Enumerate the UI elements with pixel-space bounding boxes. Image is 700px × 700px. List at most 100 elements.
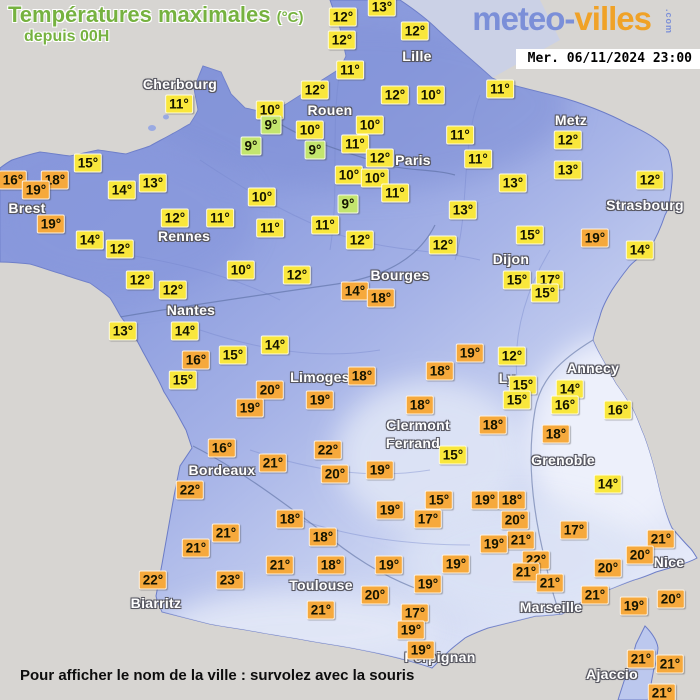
meteo-villes-logo[interactable]: meteo-villes .com: [472, 2, 686, 36]
temp-label[interactable]: 13°: [498, 173, 528, 193]
temp-label[interactable]: 12°: [125, 270, 155, 290]
temp-label[interactable]: 12°: [282, 265, 312, 285]
temp-label[interactable]: 10°: [295, 120, 325, 140]
temp-label[interactable]: 18°: [308, 527, 338, 547]
temp-label[interactable]: 9°: [304, 140, 326, 160]
temp-label[interactable]: 19°: [305, 390, 335, 410]
temp-label[interactable]: 12°: [497, 346, 527, 366]
temp-label[interactable]: 20°: [625, 545, 655, 565]
temp-label[interactable]: 15°: [502, 270, 532, 290]
temp-label[interactable]: 18°: [275, 509, 305, 529]
temp-label[interactable]: 16°: [181, 350, 211, 370]
temp-label[interactable]: 16°: [0, 170, 28, 190]
temp-label[interactable]: 20°: [360, 585, 390, 605]
temp-label[interactable]: 9°: [260, 115, 282, 135]
temp-label[interactable]: 21°: [211, 523, 241, 543]
temp-label[interactable]: 12°: [158, 280, 188, 300]
temp-label[interactable]: 18°: [541, 424, 571, 444]
temp-label[interactable]: 9°: [337, 194, 359, 214]
temp-label[interactable]: 15°: [515, 225, 545, 245]
temp-label[interactable]: 20°: [593, 558, 623, 578]
temp-label[interactable]: 12°: [635, 170, 665, 190]
temp-label[interactable]: 10°: [334, 165, 364, 185]
temp-label[interactable]: 16°: [207, 438, 237, 458]
temp-label[interactable]: 19°: [470, 490, 500, 510]
temp-label[interactable]: 15°: [502, 390, 532, 410]
temp-label[interactable]: 21°: [535, 573, 565, 593]
temp-label[interactable]: 10°: [416, 85, 446, 105]
temp-label[interactable]: 11°: [381, 183, 409, 203]
temp-label[interactable]: 14°: [170, 321, 200, 341]
temp-label[interactable]: 19°: [580, 228, 610, 248]
temp-label[interactable]: 12°: [400, 21, 430, 41]
temp-label[interactable]: 10°: [226, 260, 256, 280]
temp-label[interactable]: 20°: [656, 589, 686, 609]
temp-label[interactable]: 10°: [247, 187, 277, 207]
temp-label[interactable]: 18°: [425, 361, 455, 381]
temp-label[interactable]: 15°: [530, 283, 560, 303]
temp-label[interactable]: 13°: [448, 200, 478, 220]
temp-label[interactable]: 19°: [455, 343, 485, 363]
temp-label[interactable]: 19°: [375, 500, 405, 520]
temp-label[interactable]: 19°: [36, 214, 66, 234]
temp-label[interactable]: 11°: [206, 208, 234, 228]
temp-label[interactable]: 15°: [73, 153, 103, 173]
temp-label[interactable]: 12°: [380, 85, 410, 105]
temp-label[interactable]: 19°: [396, 620, 426, 640]
temp-label[interactable]: 20°: [255, 380, 285, 400]
temp-label[interactable]: 11°: [165, 94, 193, 114]
temp-label[interactable]: 14°: [75, 230, 105, 250]
temp-label[interactable]: 15°: [438, 445, 468, 465]
temp-label[interactable]: 15°: [168, 370, 198, 390]
temp-label[interactable]: 21°: [506, 530, 536, 550]
temp-label[interactable]: 21°: [646, 529, 676, 549]
temp-label[interactable]: 23°: [215, 570, 245, 590]
temp-label[interactable]: 15°: [424, 490, 454, 510]
temp-label[interactable]: 13°: [108, 321, 138, 341]
temp-label[interactable]: 21°: [655, 654, 685, 674]
temp-label[interactable]: 11°: [486, 79, 514, 99]
temp-label[interactable]: 22°: [138, 570, 168, 590]
temp-label[interactable]: 19°: [413, 574, 443, 594]
temp-label[interactable]: 19°: [479, 534, 509, 554]
temp-label[interactable]: 10°: [360, 168, 390, 188]
temp-label[interactable]: 12°: [105, 239, 135, 259]
temp-label[interactable]: 18°: [405, 395, 435, 415]
temp-label[interactable]: 10°: [355, 115, 385, 135]
temp-label[interactable]: 13°: [553, 160, 583, 180]
temp-label[interactable]: 21°: [626, 649, 656, 669]
temp-label[interactable]: 20°: [500, 510, 530, 530]
temp-label[interactable]: 14°: [340, 281, 370, 301]
temp-label[interactable]: 9°: [240, 136, 262, 156]
temp-label[interactable]: 20°: [320, 464, 350, 484]
temp-label[interactable]: 18°: [366, 288, 396, 308]
temp-label[interactable]: 14°: [593, 474, 623, 494]
temp-label[interactable]: 17°: [559, 520, 589, 540]
temp-label[interactable]: 19°: [235, 398, 265, 418]
temp-label[interactable]: 21°: [265, 555, 295, 575]
temp-label[interactable]: 12°: [428, 235, 458, 255]
temp-label[interactable]: 12°: [365, 148, 395, 168]
temp-label[interactable]: 21°: [511, 562, 541, 582]
temp-label[interactable]: 12°: [553, 130, 583, 150]
temp-label[interactable]: 18°: [316, 555, 346, 575]
temp-label[interactable]: 19°: [21, 180, 51, 200]
temp-label[interactable]: 18°: [478, 415, 508, 435]
temp-label[interactable]: 21°: [580, 585, 610, 605]
temp-label[interactable]: 11°: [464, 149, 492, 169]
temp-label[interactable]: 14°: [625, 240, 655, 260]
temp-label[interactable]: 21°: [306, 600, 336, 620]
temp-label[interactable]: 19°: [406, 640, 436, 660]
temp-label[interactable]: 12°: [327, 30, 357, 50]
temp-label[interactable]: 19°: [374, 555, 404, 575]
temp-label[interactable]: 18°: [497, 490, 527, 510]
temp-label[interactable]: 11°: [341, 134, 369, 154]
temp-label[interactable]: 14°: [107, 180, 137, 200]
temp-label[interactable]: 21°: [647, 683, 677, 700]
temp-label[interactable]: 19°: [441, 554, 471, 574]
temp-label[interactable]: 19°: [365, 460, 395, 480]
temp-label[interactable]: 11°: [311, 215, 339, 235]
temp-label[interactable]: 21°: [181, 538, 211, 558]
temp-label[interactable]: 15°: [508, 375, 538, 395]
